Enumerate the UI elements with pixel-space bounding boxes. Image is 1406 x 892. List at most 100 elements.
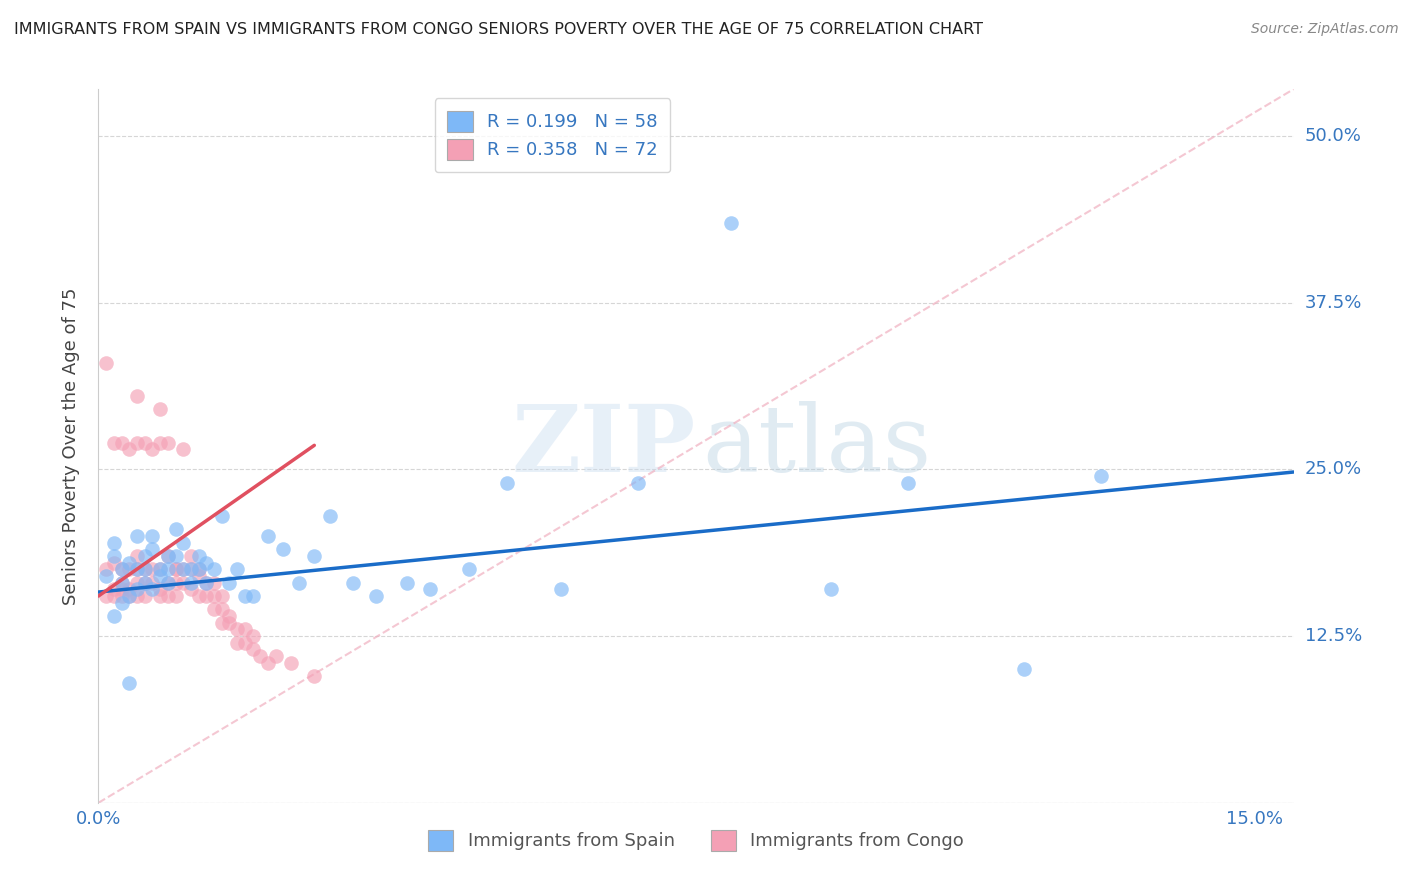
Point	[118, 442, 141, 457]
Point	[156, 575, 179, 590]
Legend: Immigrants from Spain, Immigrants from Congo: Immigrants from Spain, Immigrants from C…	[420, 822, 972, 858]
Point	[94, 569, 117, 583]
Point	[319, 509, 342, 524]
Point	[125, 389, 148, 403]
Point	[195, 556, 218, 570]
Point	[118, 589, 141, 603]
Point	[149, 589, 172, 603]
Point	[134, 562, 156, 576]
Point	[1090, 469, 1112, 483]
Point	[125, 575, 148, 590]
Point	[419, 582, 441, 597]
Point	[242, 589, 264, 603]
Point	[125, 435, 148, 450]
Point	[720, 216, 742, 230]
Point	[149, 569, 172, 583]
Point	[110, 562, 132, 576]
Point	[195, 589, 218, 603]
Text: Source: ZipAtlas.com: Source: ZipAtlas.com	[1251, 22, 1399, 37]
Point	[149, 582, 172, 597]
Point	[103, 556, 125, 570]
Point	[156, 549, 179, 563]
Point	[149, 435, 172, 450]
Point	[134, 562, 156, 576]
Text: 50.0%: 50.0%	[1305, 127, 1361, 145]
Point	[110, 575, 132, 590]
Point	[187, 549, 209, 563]
Point	[304, 669, 326, 683]
Point	[118, 556, 141, 570]
Point	[125, 562, 148, 576]
Point	[202, 562, 225, 576]
Point	[118, 675, 141, 690]
Point	[304, 549, 326, 563]
Point	[110, 435, 132, 450]
Y-axis label: Seniors Poverty Over the Age of 75: Seniors Poverty Over the Age of 75	[62, 287, 80, 605]
Point	[195, 575, 218, 590]
Point	[180, 562, 202, 576]
Point	[233, 623, 256, 637]
Point	[134, 575, 156, 590]
Point	[195, 575, 218, 590]
Point	[103, 435, 125, 450]
Point	[226, 562, 249, 576]
Point	[94, 356, 117, 370]
Point	[165, 522, 187, 536]
Point	[257, 656, 280, 670]
Point	[141, 582, 163, 597]
Point	[141, 442, 163, 457]
Point	[233, 589, 256, 603]
Text: ZIP: ZIP	[512, 401, 696, 491]
Point	[172, 562, 194, 576]
Point	[288, 575, 311, 590]
Point	[233, 636, 256, 650]
Point	[364, 589, 387, 603]
Point	[141, 542, 163, 557]
Point	[134, 549, 156, 563]
Point	[156, 435, 179, 450]
Point	[211, 602, 233, 616]
Point	[165, 589, 187, 603]
Point	[496, 475, 519, 490]
Point	[103, 549, 125, 563]
Point	[125, 582, 148, 597]
Point	[156, 589, 179, 603]
Point	[226, 623, 249, 637]
Point	[550, 582, 572, 597]
Point	[264, 649, 287, 664]
Point	[125, 562, 148, 576]
Point	[395, 575, 418, 590]
Point	[187, 562, 209, 576]
Point	[94, 562, 117, 576]
Point	[280, 656, 302, 670]
Point	[820, 582, 842, 597]
Point	[342, 575, 364, 590]
Point	[149, 402, 172, 417]
Text: 12.5%: 12.5%	[1305, 627, 1362, 645]
Point	[187, 562, 209, 576]
Point	[242, 642, 264, 657]
Point	[156, 562, 179, 576]
Point	[118, 562, 141, 576]
Point	[202, 589, 225, 603]
Point	[110, 575, 132, 590]
Point	[180, 549, 202, 563]
Point	[457, 562, 479, 576]
Point	[125, 529, 148, 543]
Point	[134, 435, 156, 450]
Point	[118, 582, 141, 597]
Point	[156, 575, 179, 590]
Text: atlas: atlas	[702, 401, 931, 491]
Point	[94, 589, 117, 603]
Point	[103, 609, 125, 624]
Point	[125, 549, 148, 563]
Point	[110, 589, 132, 603]
Point	[125, 589, 148, 603]
Point	[103, 589, 125, 603]
Point	[172, 442, 194, 457]
Point	[165, 575, 187, 590]
Point	[180, 562, 202, 576]
Point	[627, 475, 650, 490]
Point	[110, 562, 132, 576]
Point	[211, 589, 233, 603]
